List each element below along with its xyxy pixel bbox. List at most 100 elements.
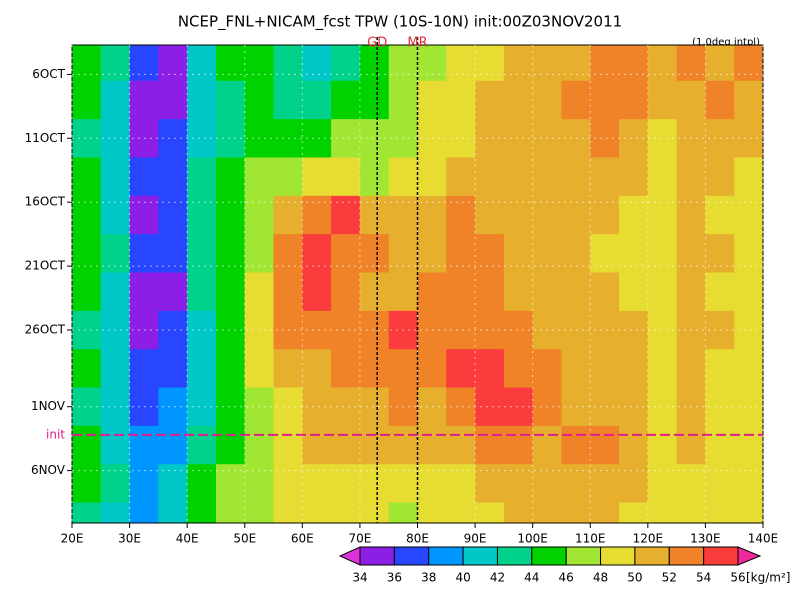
heat-cell: [475, 80, 505, 120]
heat-cell: [561, 195, 591, 235]
heat-cell: [676, 195, 706, 235]
heat-cell: [503, 464, 534, 504]
heat-cell: [244, 464, 275, 504]
heat-cell: [331, 157, 361, 197]
heat-cell: [158, 464, 188, 504]
heat-cell: [503, 45, 534, 82]
heat-cell: [331, 425, 361, 465]
heat-cell: [331, 349, 361, 389]
heat-cell: [273, 157, 303, 197]
heat-cell: [158, 234, 188, 273]
heat-cell: [619, 272, 649, 312]
heat-cell: [129, 80, 159, 120]
colorbar-bin: [703, 546, 739, 566]
heat-cell: [100, 272, 131, 312]
heat-cell: [619, 234, 649, 273]
heat-cell: [734, 157, 763, 197]
heat-cell: [446, 425, 476, 465]
heat-cell: [331, 272, 361, 312]
heat-cell: [331, 464, 361, 504]
heat-cell: [676, 234, 706, 273]
heat-cell: [331, 387, 361, 427]
heat-cell: [273, 502, 303, 523]
heat-cell: [72, 234, 102, 273]
heat-cell: [503, 157, 534, 197]
heat-cell: [503, 502, 534, 523]
colorbar-label: 54: [696, 571, 711, 585]
heat-cell: [590, 272, 620, 312]
heat-cell: [417, 80, 447, 120]
heat-cell: [561, 349, 591, 389]
heat-cell: [273, 425, 303, 465]
y-tick-label: 1NOV: [31, 399, 66, 413]
heat-cell: [359, 425, 390, 465]
heat-cell: [302, 272, 332, 312]
colorbar-bin: [634, 546, 670, 566]
heat-cell: [503, 349, 534, 389]
heat-cell: [561, 234, 591, 273]
heat-cell: [215, 195, 246, 235]
heat-cell: [187, 464, 217, 504]
heat-cell: [244, 45, 275, 82]
heat-cell: [446, 502, 476, 523]
heat-cell: [475, 234, 505, 273]
heat-cell: [532, 425, 562, 465]
heat-cell: [158, 425, 188, 465]
heat-cell: [187, 234, 217, 273]
heat-cell: [244, 502, 275, 523]
heat-cell: [359, 272, 390, 312]
x-tick-label: 50E: [233, 532, 256, 546]
heat-cell: [215, 425, 246, 465]
y-tick-label: 26OCT: [25, 323, 66, 337]
heat-cell: [503, 272, 534, 312]
heat-cell: [273, 45, 303, 82]
heat-cell: [187, 119, 217, 158]
heat-cell: [302, 80, 332, 120]
heat-cell: [676, 157, 706, 197]
heat-cell: [187, 310, 217, 350]
heat-cell: [647, 425, 678, 465]
heat-cell: [619, 80, 649, 120]
heat-cell: [244, 425, 275, 465]
heat-cell: [590, 234, 620, 273]
heat-cell: [734, 234, 763, 273]
heat-cell: [72, 80, 102, 120]
heat-cell: [647, 234, 678, 273]
heat-cell: [590, 195, 620, 235]
heat-cell: [158, 195, 188, 235]
heat-cell: [187, 387, 217, 427]
marker-label: GD: [367, 36, 387, 51]
colorbar-bin: [668, 546, 705, 566]
x-tick-label: 120E: [633, 532, 664, 546]
heat-cell: [705, 80, 735, 120]
heat-cell: [676, 502, 706, 523]
heat-cell: [215, 157, 246, 197]
heat-cell: [388, 349, 418, 389]
heat-cell: [676, 425, 706, 465]
heat-cell: [215, 502, 246, 523]
heat-cell: [561, 45, 591, 82]
heat-cell: [187, 425, 217, 465]
overlay: 20E 30E 40E 50E 60E 70E 80E 90E 100E 110E 120E 130E…: [25, 36, 791, 585]
heat-cell: [417, 45, 447, 82]
heat-cell: [215, 464, 246, 504]
heat-cell: [359, 464, 390, 504]
heat-cell: [590, 80, 620, 120]
heat-cell: [215, 234, 246, 273]
heat-cell: [273, 195, 303, 235]
heat-cell: [331, 195, 361, 235]
colorbar-unit: [kg/m²]: [746, 571, 790, 585]
colorbar-label: 38: [421, 571, 436, 585]
heat-cell: [705, 425, 735, 465]
heat-cell: [129, 234, 159, 273]
heat-cell: [302, 464, 332, 504]
heat-cell: [72, 349, 102, 389]
x-tick-label: 110E: [575, 532, 606, 546]
heat-cell: [359, 349, 390, 389]
heat-cell: [302, 349, 332, 389]
heat-cell: [475, 425, 505, 465]
heat-cell: [100, 502, 131, 523]
heat-cell: [331, 80, 361, 120]
heat-cell: [676, 464, 706, 504]
heat-cell: [388, 272, 418, 312]
